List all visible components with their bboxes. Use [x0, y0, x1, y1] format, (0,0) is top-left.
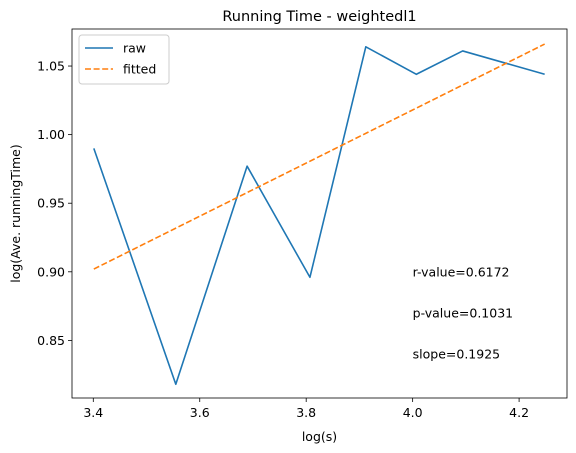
y-tick-label: 0.85	[37, 333, 65, 348]
y-tick-label: 0.90	[37, 264, 65, 279]
x-axis-label: log(s)	[302, 429, 337, 444]
y-tick-label: 1.00	[37, 127, 65, 142]
x-tick-label: 4.0	[403, 405, 423, 420]
y-tick-label: 1.05	[37, 59, 65, 74]
chart-title: Running Time - weightedl1	[222, 9, 416, 25]
x-tick-label: 3.6	[190, 405, 210, 420]
x-tick-label: 3.4	[83, 405, 103, 420]
x-tick-label: 4.2	[509, 405, 529, 420]
series-line-fitted	[93, 43, 546, 270]
y-axis-label: log(Ave. runningTime)	[8, 144, 23, 283]
legend: raw fitted	[78, 34, 170, 85]
annotation-2: slope=0.1925	[413, 347, 500, 362]
annotation-1: p-value=0.1031	[413, 305, 513, 320]
series-line-raw	[93, 46, 545, 386]
y-tick-label: 0.95	[37, 196, 65, 211]
legend-label-raw: raw	[123, 41, 146, 56]
legend-label-fitted: fitted	[123, 62, 156, 77]
x-tick-label: 3.8	[296, 405, 316, 420]
plot-area: 3.4 3.6 3.8 4.0 4.2 0.85 0.90 0.95 1.00 1.05 r-val…	[37, 28, 568, 420]
plot-frame	[71, 28, 568, 399]
annotation-0: r-value=0.6172	[413, 264, 510, 279]
